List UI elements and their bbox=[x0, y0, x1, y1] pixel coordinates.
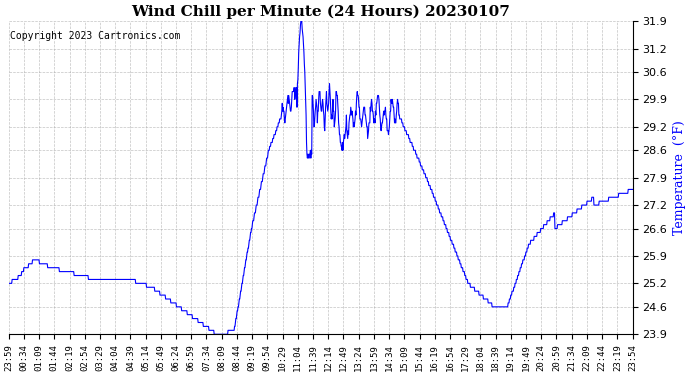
Y-axis label: Temperature  (°F): Temperature (°F) bbox=[673, 120, 686, 235]
Title: Wind Chill per Minute (24 Hours) 20230107: Wind Chill per Minute (24 Hours) 2023010… bbox=[131, 4, 510, 18]
Text: Copyright 2023 Cartronics.com: Copyright 2023 Cartronics.com bbox=[10, 30, 180, 40]
